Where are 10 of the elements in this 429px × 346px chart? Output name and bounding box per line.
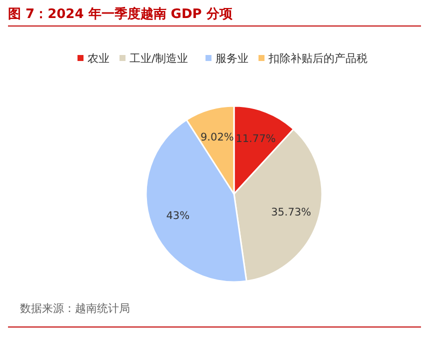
data-label: 35.73% (271, 206, 312, 219)
data-label: 11.77% (236, 133, 276, 146)
data-label: 43% (166, 210, 190, 222)
legend-label: 服务业 (216, 52, 248, 65)
legend-label: 扣除补贴后的产品税 (268, 52, 368, 65)
source-note: 数据来源：越南统计局 (20, 302, 130, 315)
data-label: 9.02% (200, 132, 234, 144)
legend-label: 农业 (88, 52, 110, 65)
chart-title: 图 7：2024 年一季度越南 GDP 分项 (8, 6, 234, 22)
legend-label: 工业/制造业 (130, 52, 188, 65)
